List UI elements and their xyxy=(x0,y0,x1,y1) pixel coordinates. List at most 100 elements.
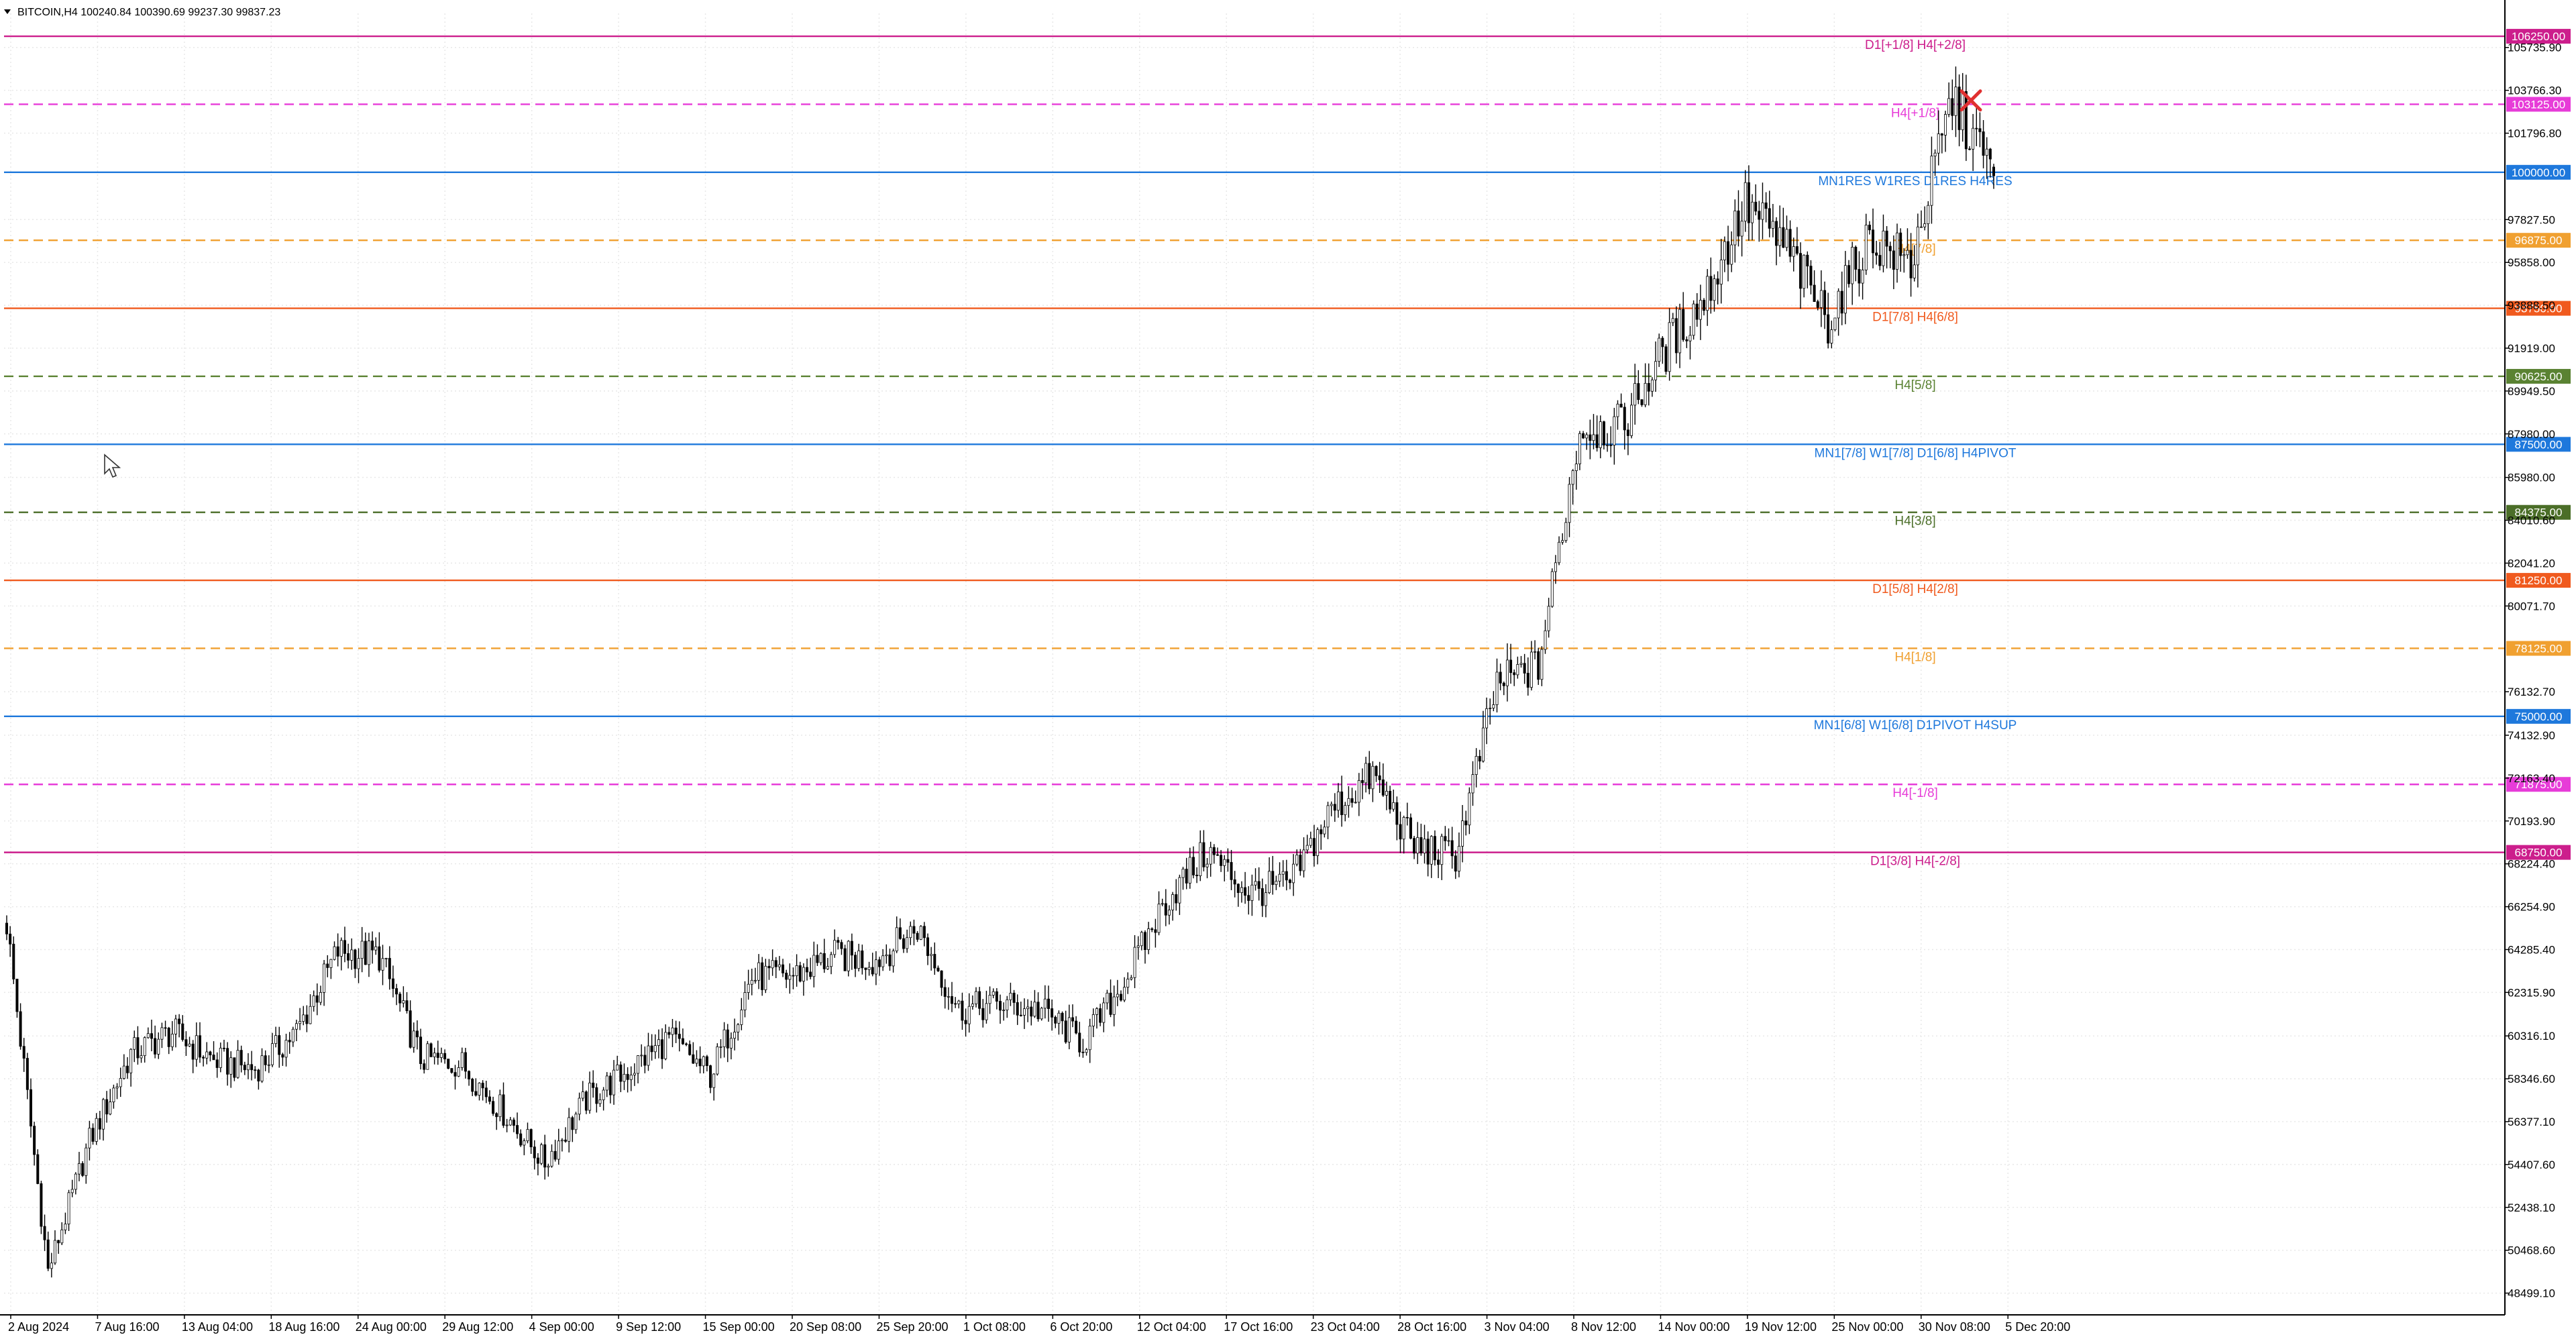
candle-body xyxy=(1509,659,1513,674)
candle-body xyxy=(650,1045,653,1053)
candle-body xyxy=(1250,884,1254,901)
candle-body xyxy=(336,946,339,957)
candle-body xyxy=(1972,127,1975,150)
header-layer: BITCOIN,H4 100240.84 100390.69 99237.30 … xyxy=(4,7,280,18)
candle-body xyxy=(67,1192,70,1225)
candle-body xyxy=(1523,663,1526,674)
candle-body xyxy=(1268,871,1271,894)
candle-body xyxy=(774,960,777,967)
candle-body xyxy=(1664,346,1668,372)
candle-body xyxy=(1305,845,1309,851)
candle-body xyxy=(1136,945,1140,948)
candle-body xyxy=(1481,727,1485,761)
candle-body xyxy=(384,958,388,959)
candle-body xyxy=(29,1089,32,1127)
candle-body xyxy=(512,1119,515,1126)
candle-body xyxy=(816,955,819,963)
candle-body xyxy=(902,938,906,949)
candle-body xyxy=(830,954,833,967)
candle-body xyxy=(146,1033,150,1038)
candle-body xyxy=(619,1064,623,1082)
candle-body xyxy=(1982,131,1985,156)
price-tick-label: 54407.60 xyxy=(2508,1159,2555,1171)
candle-body xyxy=(1130,977,1133,979)
candle-body xyxy=(1354,802,1357,804)
price-tick-label: 68224.40 xyxy=(2508,858,2555,871)
candle-body xyxy=(1637,383,1640,400)
candle-body xyxy=(319,992,322,1003)
candle-body xyxy=(1803,254,1806,289)
candle-body xyxy=(1181,869,1185,878)
candle-body xyxy=(1150,928,1154,930)
price-tick-label: 66254.90 xyxy=(2508,901,2555,914)
candle-body xyxy=(154,1038,157,1055)
candle-body xyxy=(1364,763,1368,784)
candle-body xyxy=(288,1040,291,1042)
candle-body xyxy=(1057,1012,1061,1024)
candle-body xyxy=(1592,434,1595,441)
candle-body xyxy=(1768,208,1771,229)
candle-body xyxy=(1782,227,1785,248)
candle-body xyxy=(174,1018,177,1034)
price-tick-label: 76132.70 xyxy=(2508,686,2555,698)
candle-body xyxy=(1375,765,1378,776)
candle-body xyxy=(1478,755,1481,761)
candle-body xyxy=(1823,290,1827,315)
candle-body xyxy=(257,1069,260,1081)
candle-body xyxy=(1061,1012,1064,1022)
candle-body xyxy=(1933,152,1937,157)
candle-body xyxy=(46,1239,50,1269)
candle-body xyxy=(878,959,881,967)
candle-body xyxy=(912,926,916,934)
candle-body xyxy=(239,1050,243,1066)
candle-body xyxy=(1133,947,1136,978)
candle-body xyxy=(1295,855,1299,865)
chart-menu-triangle-icon[interactable] xyxy=(4,9,11,14)
candle-body xyxy=(1019,1014,1022,1016)
candle-body xyxy=(299,1021,302,1024)
level-label: D1[3/8] H4[-2/8] xyxy=(1870,855,1960,869)
candle-body xyxy=(112,1087,115,1102)
candle-body xyxy=(492,1101,495,1114)
candle-body xyxy=(40,1183,43,1227)
candle-body xyxy=(1554,562,1557,572)
candle-body xyxy=(1505,659,1509,686)
candle-body xyxy=(488,1096,491,1102)
candle-body xyxy=(1740,221,1743,237)
candle-body xyxy=(481,1083,484,1089)
level-price-tag xyxy=(2506,301,2571,316)
candle-body xyxy=(1719,260,1723,285)
candle-body xyxy=(1426,839,1430,865)
candle-body xyxy=(1409,817,1412,839)
candle-body xyxy=(1209,847,1212,865)
candle-body xyxy=(564,1139,568,1142)
candle-body xyxy=(592,1082,595,1088)
candle-body xyxy=(1205,863,1209,867)
candle-body xyxy=(1647,382,1650,392)
candle-body xyxy=(626,1073,629,1080)
candle-body xyxy=(464,1052,467,1072)
time-tick-label: 8 Nov 12:00 xyxy=(1571,1320,1636,1334)
candle-body xyxy=(898,927,902,939)
time-tick-label: 19 Nov 12:00 xyxy=(1745,1320,1817,1334)
candle-body xyxy=(1658,337,1661,362)
candle-body xyxy=(184,1039,188,1047)
candle-body xyxy=(294,1023,298,1030)
candle-body xyxy=(1468,792,1471,826)
candle-body xyxy=(785,973,788,980)
time-tick-label: 13 Aug 04:00 xyxy=(182,1320,253,1334)
candle-body xyxy=(1682,309,1685,340)
high-marker-x-icon xyxy=(1960,89,1982,112)
candle-body xyxy=(254,1069,257,1071)
candle-body xyxy=(205,1051,209,1059)
candle-body xyxy=(616,1064,619,1071)
candle-body xyxy=(474,1091,478,1095)
candle-body xyxy=(1275,881,1278,886)
level-price-tag-text: 84375.00 xyxy=(2515,506,2563,519)
candle-body xyxy=(1006,999,1009,1011)
candle-body xyxy=(881,955,885,967)
level-price-tag-text: 90625.00 xyxy=(2515,370,2563,383)
candle-body xyxy=(640,1055,643,1057)
candle-body xyxy=(1909,250,1913,278)
